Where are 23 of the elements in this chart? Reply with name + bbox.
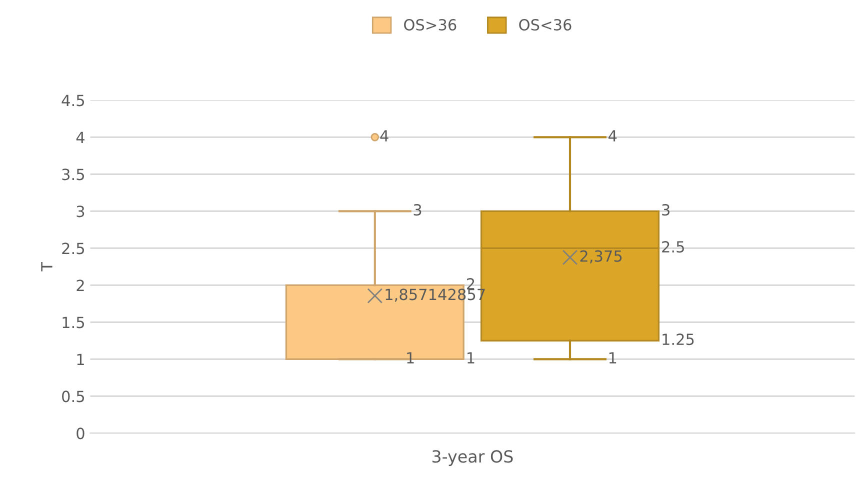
y-tick-label: 2.5	[62, 242, 84, 254]
y-tick-label: 0	[76, 428, 84, 440]
y-tick-label: 4	[76, 132, 84, 143]
legend-label: OS>36	[404, 19, 456, 31]
text: 4	[380, 130, 388, 142]
text: 3	[662, 204, 670, 216]
y-tick-label: 4.5	[62, 94, 84, 106]
y-tick-label: 2	[76, 280, 84, 291]
legend-label: OS<36	[519, 19, 572, 31]
text: 3	[414, 204, 422, 216]
y-tick-label: 3.5	[62, 168, 84, 180]
y-tick-label: 3	[76, 206, 84, 218]
x-tick-label: 3-year OS	[432, 450, 513, 466]
y-tick-label: 0.5	[62, 390, 84, 402]
text: 4	[608, 130, 617, 142]
text: 2.5	[662, 241, 684, 253]
text: 1	[468, 352, 474, 364]
y-tick-label: 1.5	[62, 316, 84, 328]
text: 1	[609, 352, 616, 364]
y-axis-title: T	[41, 262, 52, 272]
y-tick-label: 1	[77, 354, 84, 365]
text: 2,375	[580, 250, 622, 264]
text: 1.25	[662, 334, 694, 346]
